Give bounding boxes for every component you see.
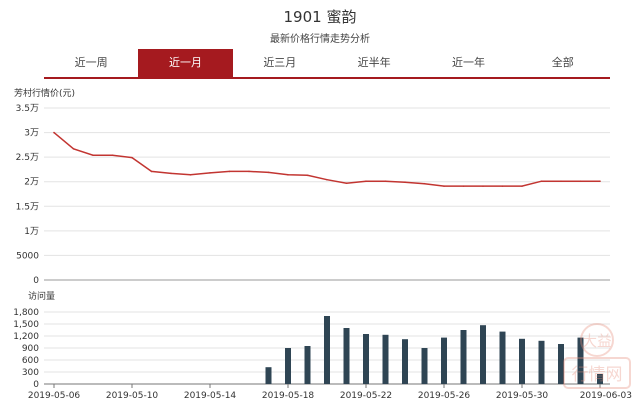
- visits-bar: [558, 344, 564, 384]
- price-point: [384, 180, 387, 183]
- price-point: [404, 181, 406, 184]
- price-point: [150, 170, 153, 173]
- price-point: [462, 185, 465, 187]
- price-point: [248, 170, 250, 173]
- price-point: [170, 172, 172, 175]
- chart-subtitle: 最新价格行情走势分析: [270, 34, 370, 45]
- tab-month[interactable]: 近一月: [138, 49, 233, 77]
- visits-bar: [285, 348, 291, 384]
- visits-bar: [577, 337, 584, 384]
- visits-tick-label: 1,200: [13, 332, 39, 342]
- visits-bar: [538, 340, 545, 384]
- visits-bar: [480, 325, 486, 384]
- x-tick-label: 2019-05-10: [106, 391, 159, 401]
- visits-bar: [324, 316, 330, 384]
- visits-bar: [499, 331, 506, 384]
- x-tick-label: 2019-05-14: [184, 391, 237, 401]
- price-point: [92, 154, 94, 156]
- price-axis-title: 芳村行情价(元): [14, 87, 75, 99]
- price-point: [423, 182, 426, 185]
- tab-all[interactable]: 全部: [551, 56, 574, 69]
- price-tick-label: 3.5万: [16, 104, 39, 114]
- visits-tick-label: 0: [33, 380, 39, 390]
- price-point: [111, 154, 114, 156]
- visits-bar: [304, 346, 311, 384]
- visits-tick-label: 900: [22, 344, 39, 354]
- tab-half-year[interactable]: 近半年: [357, 56, 391, 69]
- price-point: [287, 174, 289, 176]
- price-tick-label: 1.5万: [16, 202, 39, 212]
- price-tick-label: 0: [33, 276, 39, 286]
- price-point: [521, 185, 523, 187]
- visits-bar: [363, 334, 369, 384]
- price-point: [579, 180, 582, 183]
- price-series-line: [53, 132, 600, 187]
- visits-tick-label: 1,500: [13, 320, 39, 330]
- price-point: [228, 170, 231, 173]
- price-point: [209, 172, 211, 174]
- x-tick-label: 2019-05-26: [418, 391, 471, 401]
- tab-year[interactable]: 近一年: [451, 56, 485, 69]
- price-point: [189, 174, 192, 176]
- visits-bar: [265, 367, 272, 384]
- x-tick-label: 2019-05-30: [496, 391, 549, 401]
- price-point: [365, 180, 367, 183]
- x-tick-label: 2019-05-06: [28, 391, 81, 401]
- price-tick-label: 2万: [24, 178, 39, 188]
- x-tick-label: 2019-05-22: [340, 391, 392, 401]
- visits-bar: [441, 337, 447, 384]
- visits-tick-label: 600: [22, 356, 39, 366]
- price-tick-label: 2.5万: [16, 153, 39, 163]
- x-tick-label: 2019-06-03: [580, 391, 632, 401]
- price-point: [72, 147, 75, 150]
- price-point: [306, 174, 309, 177]
- visits-bar: [402, 339, 408, 384]
- visits-bar: [597, 374, 603, 384]
- price-point: [345, 182, 348, 184]
- price-tick-label: 3万: [24, 129, 39, 139]
- x-tick-label: 2019-05-18: [262, 391, 315, 401]
- visits-bar: [421, 348, 428, 384]
- visits-bar: [519, 338, 525, 384]
- visits-tick-label: 1,800: [13, 308, 39, 318]
- price-point: [482, 185, 484, 187]
- visits-bar: [343, 328, 350, 384]
- price-point: [501, 185, 504, 187]
- price-point: [443, 185, 445, 187]
- visits-tick-label: 300: [22, 368, 39, 378]
- price-point: [560, 180, 562, 183]
- price-line-chart: 芳村行情价(元) 3.5万 3万 2.5万 2万 1.5万 1万 5000 0: [14, 87, 610, 286]
- chart-title: 1901 蜜韵: [283, 8, 357, 26]
- price-tick-label: 5000: [16, 251, 39, 261]
- range-tabs: 近一周 近一月 近三月 近半年 近一年 全部: [44, 49, 610, 79]
- price-tick-label: 1万: [24, 227, 39, 237]
- tab-three-months[interactable]: 近三月: [263, 56, 297, 69]
- price-point: [326, 178, 328, 181]
- tab-week[interactable]: 近一周: [74, 56, 108, 69]
- price-point: [599, 180, 601, 183]
- price-point: [267, 171, 270, 174]
- visits-axis-title: 访问量: [28, 290, 55, 302]
- visits-bar: [382, 334, 389, 384]
- price-point: [540, 180, 543, 183]
- price-point: [53, 131, 55, 134]
- visits-bar: [460, 330, 467, 384]
- price-point: [131, 156, 133, 159]
